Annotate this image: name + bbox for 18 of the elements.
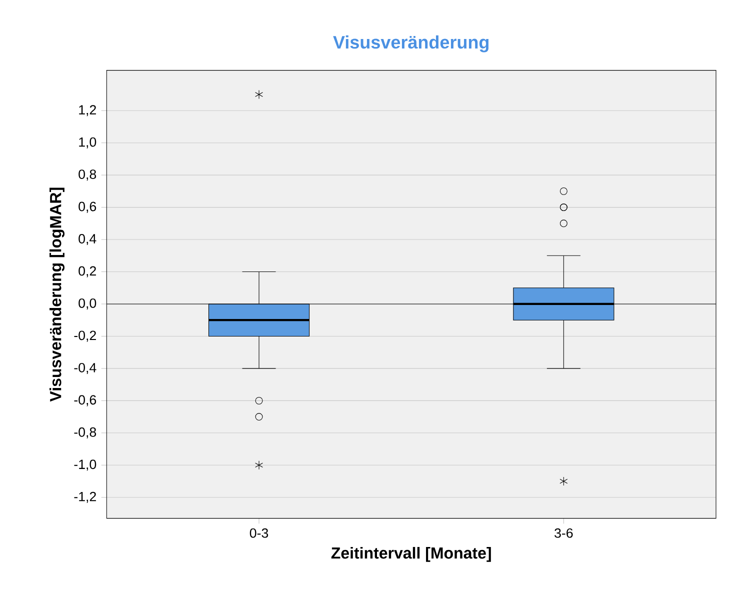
y-tick-label: 0,2 — [78, 266, 96, 278]
y-tick-label: -0,4 — [74, 362, 96, 374]
x-tick-label: 3-6 — [554, 528, 573, 538]
y-axis-title: Visusveränderung [logMAR] — [50, 188, 64, 402]
y-tick-label: -0,2 — [74, 330, 96, 342]
y-tick-label: 1,2 — [79, 105, 96, 116]
chart-title: Visusveränderung — [333, 35, 488, 52]
y-tick-label: -1,0 — [74, 460, 96, 471]
y-tick-label: 0,0 — [78, 298, 96, 310]
y-tick-label: 0,4 — [78, 234, 96, 246]
y-tick-label: 1,0 — [79, 137, 96, 148]
x-tick-label: 0-3 — [250, 528, 268, 538]
x-axis-title: Zeitintervall [Monate] — [331, 546, 491, 562]
y-tick-label: -0,8 — [74, 427, 96, 438]
y-tick-label: 0,8 — [78, 170, 96, 181]
y-tick-label: -1,2 — [74, 492, 96, 503]
y-tick-label: -0,6 — [74, 395, 96, 406]
y-tick-label: 0,6 — [78, 202, 96, 213]
